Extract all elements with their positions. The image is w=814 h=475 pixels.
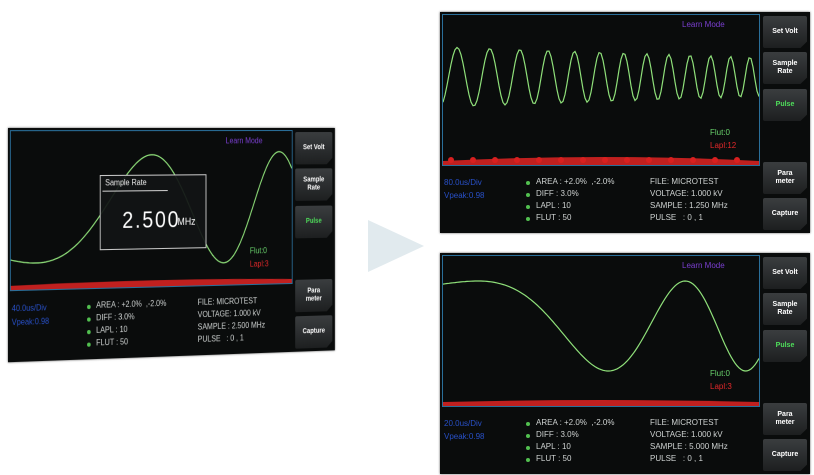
pulse-dot bbox=[514, 157, 520, 163]
bullet bbox=[87, 342, 91, 346]
info-text: FILE: MICROTEST bbox=[650, 418, 718, 427]
pulse-dot bbox=[690, 157, 696, 163]
status-text: 40.0us/Div bbox=[12, 303, 47, 313]
info-text: FILE: MICROTEST bbox=[198, 296, 257, 307]
param-text: FLUT : 50 bbox=[536, 213, 571, 222]
screen: Learn Mode Flut:0 Lapl:3 Set Volt Sample Rat… bbox=[8, 128, 335, 362]
lapl-label: Lapl:3 bbox=[710, 382, 732, 391]
menu-button[interactable]: Set Volt bbox=[295, 132, 332, 164]
screen: Learn Mode Flut:0 Lapl:3 Set Volt Sample Rat… bbox=[440, 253, 810, 474]
pulse-dot bbox=[624, 157, 630, 163]
arrow bbox=[368, 220, 424, 272]
param-text: AREA : +2.0% ,-2.0% bbox=[536, 418, 614, 427]
learn-mode: Learn Mode bbox=[682, 261, 725, 270]
page: Learn Mode Flut:0 Lapl:3 Set Volt Sample Rat… bbox=[0, 0, 814, 475]
info-text: PULSE : 0 , 1 bbox=[198, 333, 244, 344]
menu-button[interactable]: Pulse bbox=[763, 330, 807, 362]
info-text: VOLTAGE: 1.000 kV bbox=[650, 430, 723, 439]
bullet bbox=[526, 458, 530, 462]
learn-mode: Learn Mode bbox=[682, 20, 725, 29]
learn-mode: Learn Mode bbox=[226, 136, 263, 145]
param-text: FLUT : 50 bbox=[536, 454, 571, 463]
noise-floor bbox=[443, 400, 759, 406]
menu-button[interactable]: Sample Rate bbox=[763, 52, 807, 84]
info-text: VOLTAGE: 1.000 kV bbox=[198, 308, 261, 319]
noise-floor bbox=[11, 277, 292, 290]
param-text: LAPL : 10 bbox=[536, 442, 571, 451]
pulse-dot bbox=[558, 157, 564, 163]
param-text: FLUT : 50 bbox=[96, 337, 128, 347]
bullet bbox=[526, 193, 530, 197]
menu-button[interactable]: Set Volt bbox=[763, 16, 807, 48]
pulse-dot bbox=[580, 157, 586, 163]
menu-button[interactable]: Set Volt bbox=[763, 257, 807, 289]
pulse-dot bbox=[448, 157, 454, 163]
param-text: AREA : +2.0% ,-2.0% bbox=[96, 299, 166, 310]
menu-button[interactable]: Capture bbox=[295, 315, 332, 349]
bullet bbox=[87, 305, 91, 309]
param-text: AREA : +2.0% ,-2.0% bbox=[536, 177, 614, 186]
menu-button[interactable]: Para meter bbox=[763, 162, 807, 194]
status-text: 80.0us/Div bbox=[444, 178, 482, 187]
menu-button[interactable]: Capture bbox=[763, 198, 807, 230]
menu-button[interactable]: Para meter bbox=[295, 279, 332, 312]
dialog-title: Sample Rate bbox=[102, 178, 167, 192]
noise-floor bbox=[443, 157, 759, 165]
bullet bbox=[526, 205, 530, 209]
waveform bbox=[443, 48, 759, 106]
menu-button[interactable]: Sample Rate bbox=[295, 168, 332, 201]
pulse-dot bbox=[602, 157, 608, 163]
pulse-dot bbox=[536, 157, 542, 163]
pulse-dot bbox=[646, 157, 652, 163]
pulse-dot bbox=[492, 157, 498, 163]
flut-label: Flut:0 bbox=[250, 246, 267, 256]
flut-label: Flut:0 bbox=[710, 128, 730, 137]
lapl-label: Lapl:12 bbox=[710, 141, 736, 150]
dialog-value: 2.500 bbox=[122, 206, 180, 234]
menu-button[interactable]: Capture bbox=[763, 439, 807, 471]
bullet bbox=[526, 422, 530, 426]
info-text: PULSE : 0 , 1 bbox=[650, 454, 703, 463]
info-text: SAMPLE : 2.500 MHz bbox=[198, 320, 265, 331]
bullet bbox=[526, 446, 530, 450]
lapl-label: Lapl:3 bbox=[250, 259, 269, 269]
menu-button[interactable]: Pulse bbox=[295, 205, 332, 238]
bullet bbox=[87, 317, 91, 321]
bullet bbox=[526, 217, 530, 221]
screen: Learn Mode Flut:0 Lapl:12 Set Volt Sample Ra… bbox=[440, 12, 810, 233]
info-text: SAMPLE : 5.000 MHz bbox=[650, 442, 728, 451]
menu-button[interactable]: Para meter bbox=[763, 403, 807, 435]
info-text: FILE: MICROTEST bbox=[650, 177, 718, 186]
pulse-dot bbox=[734, 157, 740, 163]
param-text: DIFF : 3.0% bbox=[96, 312, 134, 323]
param-text: LAPL : 10 bbox=[536, 201, 571, 210]
menu-button[interactable]: Sample Rate bbox=[763, 293, 807, 325]
status-text: Vpeak:0.98 bbox=[444, 432, 484, 441]
status-text: 20.0us/Div bbox=[444, 419, 482, 428]
pulse-dot bbox=[712, 157, 718, 163]
bullet bbox=[526, 181, 530, 185]
info-text: SAMPLE : 1.250 MHz bbox=[650, 201, 728, 210]
info-text: PULSE : 0 , 1 bbox=[650, 213, 703, 222]
pulse-dot bbox=[668, 157, 674, 163]
flut-label: Flut:0 bbox=[710, 369, 730, 378]
param-text: DIFF : 3.0% bbox=[536, 189, 579, 198]
param-text: DIFF : 3.0% bbox=[536, 430, 579, 439]
param-text: LAPL : 10 bbox=[96, 325, 127, 335]
status-text: Vpeak:0.98 bbox=[444, 191, 484, 200]
dialog-unit: MHz bbox=[177, 216, 195, 228]
waveform bbox=[443, 281, 759, 371]
menu-button[interactable]: Pulse bbox=[763, 89, 807, 121]
bullet bbox=[526, 434, 530, 438]
status-text: Vpeak:0.98 bbox=[12, 317, 49, 328]
bullet bbox=[87, 330, 91, 334]
pulse-dot bbox=[470, 157, 476, 163]
info-text: VOLTAGE: 1.000 kV bbox=[650, 189, 723, 198]
